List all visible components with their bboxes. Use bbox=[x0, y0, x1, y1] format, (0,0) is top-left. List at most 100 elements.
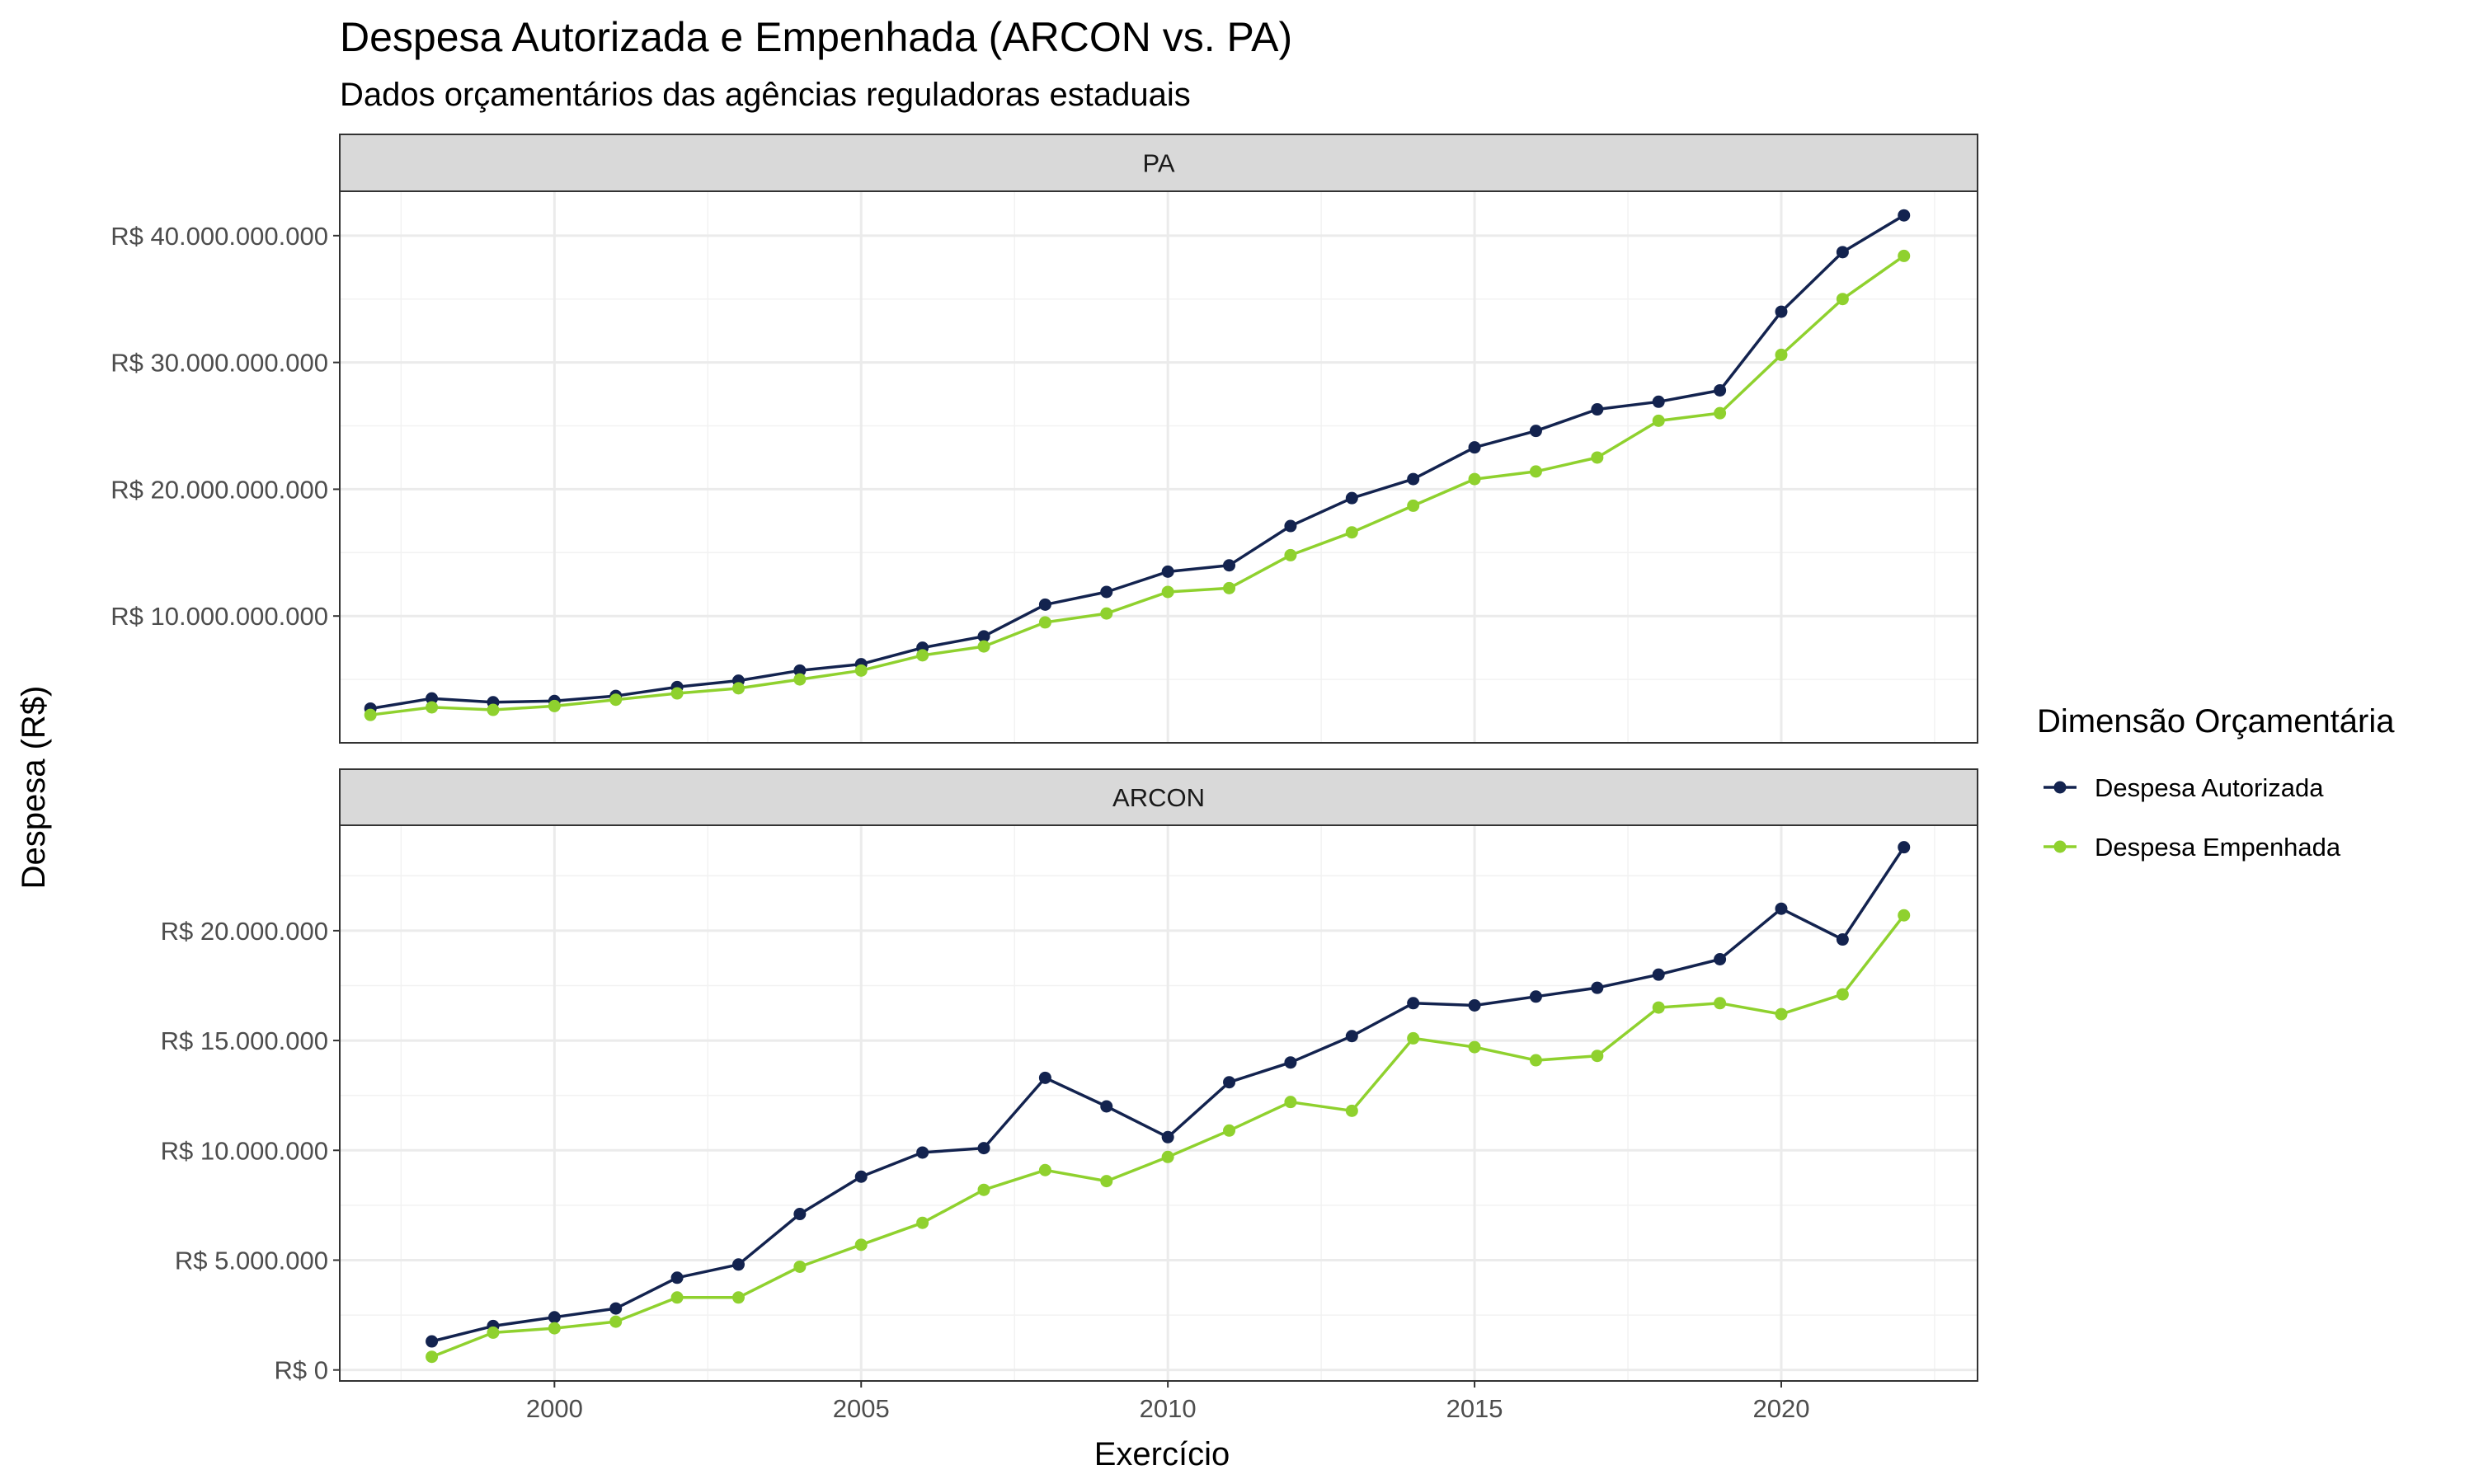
data-point bbox=[609, 1302, 623, 1315]
data-point bbox=[1898, 841, 1911, 854]
data-point bbox=[1161, 1150, 1174, 1163]
facet-panel-pa: PA R$ 10.000.000.000 R$ 20.000.000.000 R$ 3… bbox=[111, 134, 1978, 744]
data-point bbox=[1100, 585, 1113, 599]
data-point bbox=[1345, 491, 1358, 505]
data-point bbox=[916, 1216, 929, 1229]
facet-strip-label: PA bbox=[1142, 149, 1174, 178]
data-point bbox=[1652, 395, 1665, 408]
series-line bbox=[369, 214, 1905, 711]
data-point bbox=[1775, 902, 1788, 915]
data-point bbox=[1345, 526, 1358, 539]
chart-subtitle: Dados orçamentários das agências regulad… bbox=[340, 77, 1191, 113]
data-point bbox=[1407, 997, 1420, 1010]
data-point bbox=[731, 682, 745, 695]
data-point bbox=[1407, 1031, 1420, 1045]
data-point bbox=[1100, 1100, 1113, 1113]
data-point bbox=[1100, 607, 1113, 620]
data-point bbox=[548, 1311, 561, 1324]
data-point bbox=[1652, 414, 1665, 427]
x-tick-label: 2000 bbox=[526, 1394, 583, 1423]
legend-key-point bbox=[2053, 840, 2067, 853]
data-point bbox=[1714, 406, 1727, 420]
data-point bbox=[426, 1335, 439, 1348]
data-point bbox=[1468, 998, 1481, 1012]
data-point bbox=[1775, 348, 1788, 361]
data-point bbox=[1284, 1096, 1297, 1109]
data-point bbox=[1591, 403, 1604, 416]
data-point bbox=[1161, 585, 1174, 599]
data-point bbox=[977, 640, 990, 653]
data-point bbox=[793, 673, 807, 686]
legend-label: Despesa Empenhada bbox=[2095, 833, 2341, 862]
data-point bbox=[1714, 997, 1727, 1010]
data-point bbox=[731, 1291, 745, 1304]
gridlines bbox=[340, 825, 1978, 1381]
data-point bbox=[1591, 1050, 1604, 1063]
data-point bbox=[1223, 1076, 1236, 1089]
data-point bbox=[1836, 988, 1849, 1001]
data-point bbox=[977, 1142, 990, 1155]
series-despesa-empenhada bbox=[426, 909, 1911, 1364]
data-point bbox=[1591, 981, 1604, 994]
data-point bbox=[1652, 1001, 1665, 1014]
data-point bbox=[1529, 1054, 1542, 1067]
data-point bbox=[548, 699, 561, 712]
data-point bbox=[1284, 1056, 1297, 1069]
data-point bbox=[1529, 465, 1542, 478]
y-tick-label: R$ 5.000.000 bbox=[175, 1246, 328, 1275]
data-point bbox=[1652, 968, 1665, 981]
data-point bbox=[1836, 293, 1849, 306]
data-point bbox=[1468, 1040, 1481, 1054]
data-point bbox=[426, 701, 439, 714]
data-point bbox=[1407, 472, 1420, 486]
y-tick-label: R$ 30.000.000.000 bbox=[111, 349, 328, 378]
data-point bbox=[1223, 1124, 1236, 1137]
series-despesa-autorizada bbox=[426, 841, 1911, 1348]
data-point bbox=[426, 1350, 439, 1364]
data-point bbox=[1223, 559, 1236, 572]
data-point bbox=[977, 1183, 990, 1196]
data-point bbox=[548, 1322, 561, 1335]
y-tick-label: R$ 15.000.000 bbox=[161, 1026, 328, 1055]
data-point bbox=[1529, 990, 1542, 1003]
series-despesa-empenhada bbox=[364, 249, 1911, 721]
y-tick-label: R$ 20.000.000 bbox=[161, 917, 328, 946]
y-tick-label: R$ 40.000.000.000 bbox=[111, 222, 328, 251]
x-tick-label: 2005 bbox=[833, 1394, 890, 1423]
data-point bbox=[1038, 1071, 1051, 1084]
y-axis-title: Despesa (R$) bbox=[16, 686, 52, 890]
legend-item: Despesa Autorizada bbox=[2044, 773, 2324, 802]
data-point bbox=[793, 1260, 807, 1273]
x-axis-title: Exercício bbox=[1094, 1436, 1230, 1472]
x-tick-label: 2020 bbox=[1752, 1394, 1809, 1423]
data-point bbox=[1836, 246, 1849, 259]
data-point bbox=[1407, 499, 1420, 512]
panel-background bbox=[340, 825, 1978, 1381]
legend: Dimensão Orçamentária Despesa Autorizada… bbox=[2037, 703, 2395, 862]
data-point bbox=[1345, 1030, 1358, 1043]
legend-title: Dimensão Orçamentária bbox=[2037, 703, 2395, 740]
series-line bbox=[369, 254, 1905, 716]
data-point bbox=[854, 664, 868, 677]
data-point bbox=[916, 649, 929, 662]
y-tick-label: R$ 20.000.000.000 bbox=[111, 475, 328, 504]
panel-background bbox=[340, 191, 1978, 743]
data-point bbox=[1714, 953, 1727, 966]
data-point bbox=[1468, 472, 1481, 486]
data-point bbox=[1100, 1175, 1113, 1188]
legend-item: Despesa Empenhada bbox=[2044, 833, 2341, 862]
legend-key-point bbox=[2053, 781, 2067, 794]
data-point bbox=[1038, 1163, 1051, 1176]
data-point bbox=[1284, 519, 1297, 533]
data-point bbox=[793, 1208, 807, 1221]
data-point bbox=[1898, 209, 1911, 222]
data-point bbox=[793, 664, 807, 677]
x-tick-label: 2015 bbox=[1446, 1394, 1503, 1423]
panel-border bbox=[339, 824, 1978, 1382]
data-point bbox=[609, 693, 623, 707]
data-point bbox=[916, 1146, 929, 1159]
panel-border bbox=[339, 190, 1978, 744]
data-point bbox=[854, 1170, 868, 1183]
y-tick-label: R$ 0 bbox=[275, 1356, 328, 1385]
facet-panel-arcon: ARCON R$ 0 R$ 5.000.000 R$ 10.000.000 R$ 15.… bbox=[161, 768, 1978, 1423]
